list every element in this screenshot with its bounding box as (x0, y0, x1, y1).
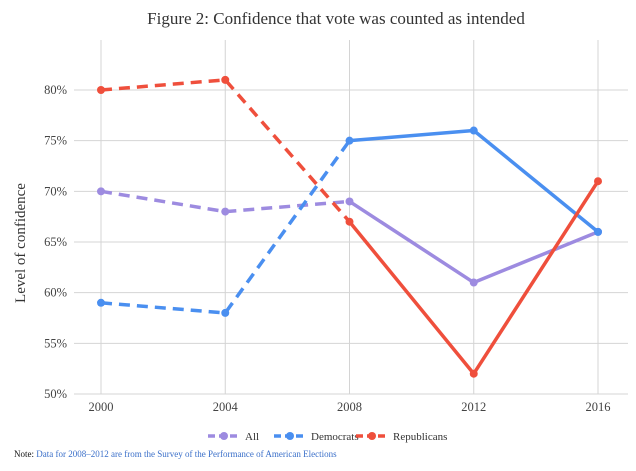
y-tick-label: 80% (44, 83, 67, 97)
data-point-republicans (594, 177, 602, 186)
legend-marker-democrats (286, 432, 294, 440)
note-prefix: Note: (14, 449, 34, 459)
data-point-all (469, 278, 478, 287)
series-line-democrats-dashed (100, 139, 351, 315)
legend-label-democrats: Democrats (311, 431, 359, 443)
x-tick-label: 2016 (586, 400, 611, 414)
legend-label-all: All (245, 431, 259, 443)
series-line-all-dashed (100, 189, 350, 214)
y-axis-title: Level of confidence (13, 183, 29, 303)
data-point-all (345, 197, 354, 206)
data-point-democrats (345, 136, 354, 145)
data-point-republicans (345, 217, 354, 226)
x-tick-label: 2004 (213, 400, 239, 414)
legend-marker-all (220, 432, 228, 440)
series-lines (97, 75, 602, 378)
grid-lines (74, 40, 628, 395)
data-point-republicans (469, 369, 478, 378)
chart-title: Figure 2: Confidence that vote was count… (147, 9, 525, 28)
x-tick-label: 2012 (461, 400, 486, 414)
x-tick-label: 2000 (89, 400, 114, 414)
data-point-republicans (97, 86, 105, 94)
note-text: Data for 2008–2012 are from the Survey o… (36, 449, 337, 459)
data-point-democrats (469, 126, 478, 135)
legend-marker-republicans (368, 432, 376, 440)
axis-ticks: 50% 55% 60% 65% 70% 75% 80% 2000 2004 2008 2012 201… (44, 83, 610, 414)
chart-note: Note: Data for 2008–2012 are from the Su… (14, 449, 337, 459)
data-point-republicans (221, 75, 230, 84)
y-tick-label: 65% (44, 235, 67, 249)
y-tick-label: 75% (44, 134, 67, 148)
data-point-democrats (594, 227, 602, 236)
legend: All Democrats Republicans (208, 431, 447, 443)
legend-label-republicans: Republicans (393, 431, 447, 443)
y-tick-label: 55% (44, 336, 67, 350)
y-tick-label: 50% (44, 387, 67, 401)
y-tick-label: 70% (44, 184, 67, 198)
y-tick-label: 60% (44, 286, 67, 300)
data-point-democrats (221, 308, 230, 317)
series-line-republicans-dashed (100, 78, 351, 223)
x-tick-label: 2008 (337, 400, 362, 414)
data-point-all (97, 187, 105, 196)
data-point-all (221, 207, 230, 216)
data-point-democrats (97, 298, 105, 307)
